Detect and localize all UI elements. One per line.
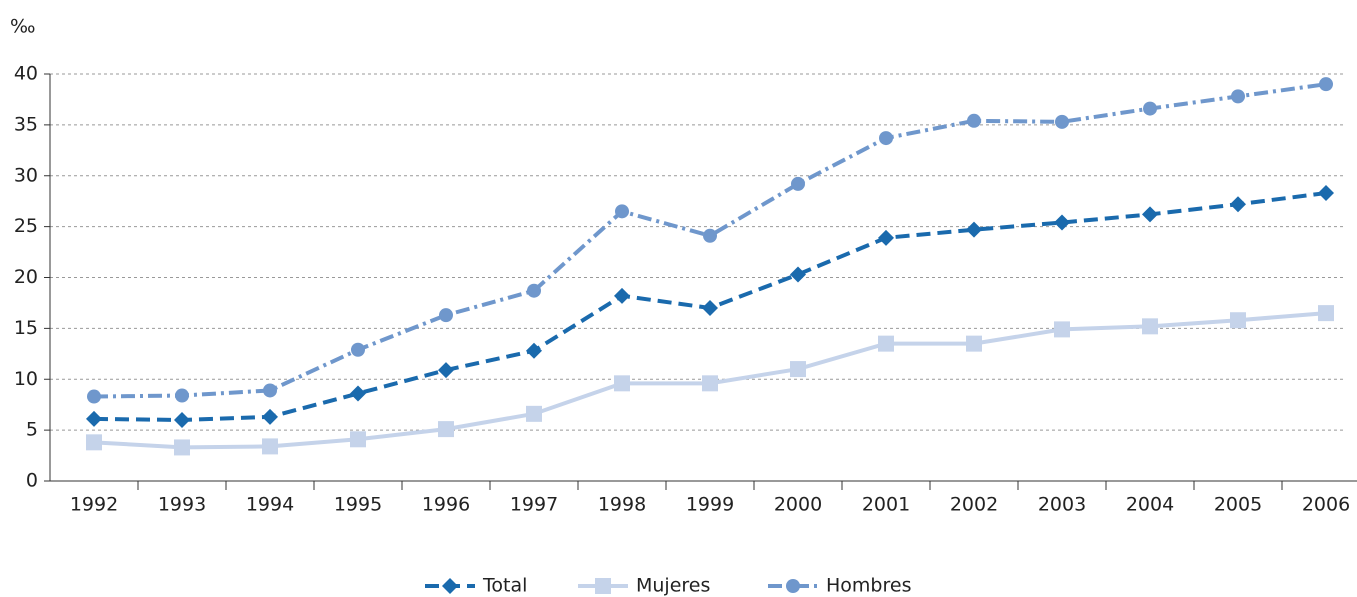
data-point — [262, 408, 278, 425]
data-point — [790, 361, 806, 378]
data-point — [350, 431, 366, 448]
data-point — [439, 308, 453, 323]
data-point — [86, 434, 102, 451]
data-point — [174, 411, 190, 428]
y-tick-label: 15 — [14, 317, 38, 339]
y-tick-label: 40 — [14, 63, 38, 85]
data-point — [1054, 214, 1070, 231]
x-tick-label: 2000 — [774, 494, 822, 516]
x-tick-label: 2004 — [1126, 494, 1174, 516]
x-tick-label: 1993 — [158, 494, 206, 516]
data-point — [702, 300, 718, 317]
legend-marker — [786, 579, 800, 593]
data-point — [1230, 196, 1246, 213]
x-tick-label: 1992 — [70, 494, 118, 516]
data-point — [526, 405, 542, 422]
data-point — [438, 421, 454, 438]
data-point — [702, 375, 718, 392]
y-tick-label: 5 — [26, 419, 38, 441]
data-point — [1142, 206, 1158, 223]
y-tick-label: 35 — [14, 113, 38, 135]
x-tick-label: 1999 — [686, 494, 734, 516]
data-point — [878, 335, 894, 352]
data-point — [350, 385, 366, 402]
data-point — [87, 389, 101, 404]
data-point — [174, 439, 190, 456]
data-point — [790, 266, 806, 283]
data-point — [1054, 321, 1070, 338]
x-tick-label: 1998 — [598, 494, 646, 516]
data-point — [878, 229, 894, 246]
data-point — [351, 342, 365, 357]
data-point — [1230, 312, 1246, 329]
data-point — [263, 383, 277, 398]
data-point — [614, 287, 630, 304]
data-point — [262, 438, 278, 455]
x-tick-label: 1995 — [334, 494, 382, 516]
data-point — [527, 283, 541, 298]
data-point — [175, 388, 189, 403]
x-tick-label: 2001 — [862, 494, 910, 516]
data-point — [1318, 305, 1334, 322]
legend-marker — [595, 578, 611, 594]
data-point — [703, 228, 717, 243]
data-point — [614, 375, 630, 392]
legend-label: Total — [482, 575, 527, 597]
data-point — [966, 335, 982, 352]
data-point — [966, 221, 982, 238]
x-tick-label: 1994 — [246, 494, 294, 516]
data-point — [1231, 89, 1245, 104]
data-point — [1142, 318, 1158, 335]
y-tick-label: 0 — [26, 470, 38, 492]
data-point — [1318, 185, 1334, 202]
x-tick-label: 2002 — [950, 494, 998, 516]
legend-label: Mujeres — [636, 575, 710, 597]
data-point — [438, 362, 454, 379]
data-point — [526, 342, 542, 359]
data-point — [791, 176, 805, 191]
x-tick-label: 2005 — [1214, 494, 1262, 516]
x-tick-label: 2003 — [1038, 494, 1086, 516]
y-tick-label: 20 — [14, 266, 38, 288]
x-tick-label: 1996 — [422, 494, 470, 516]
y-unit: ‰ — [10, 16, 36, 38]
data-point — [879, 131, 893, 146]
data-point — [615, 204, 629, 219]
data-point — [86, 410, 102, 427]
y-tick-label: 25 — [14, 215, 38, 237]
y-tick-label: 30 — [14, 164, 38, 186]
x-tick-label: 2006 — [1302, 494, 1350, 516]
data-point — [1143, 101, 1157, 116]
data-point — [967, 113, 981, 128]
y-tick-label: 10 — [14, 368, 38, 390]
data-point — [1055, 114, 1069, 129]
data-point — [1319, 77, 1333, 92]
legend-marker — [442, 578, 458, 594]
x-tick-label: 1997 — [510, 494, 558, 516]
legend-label: Hombres — [826, 575, 911, 597]
